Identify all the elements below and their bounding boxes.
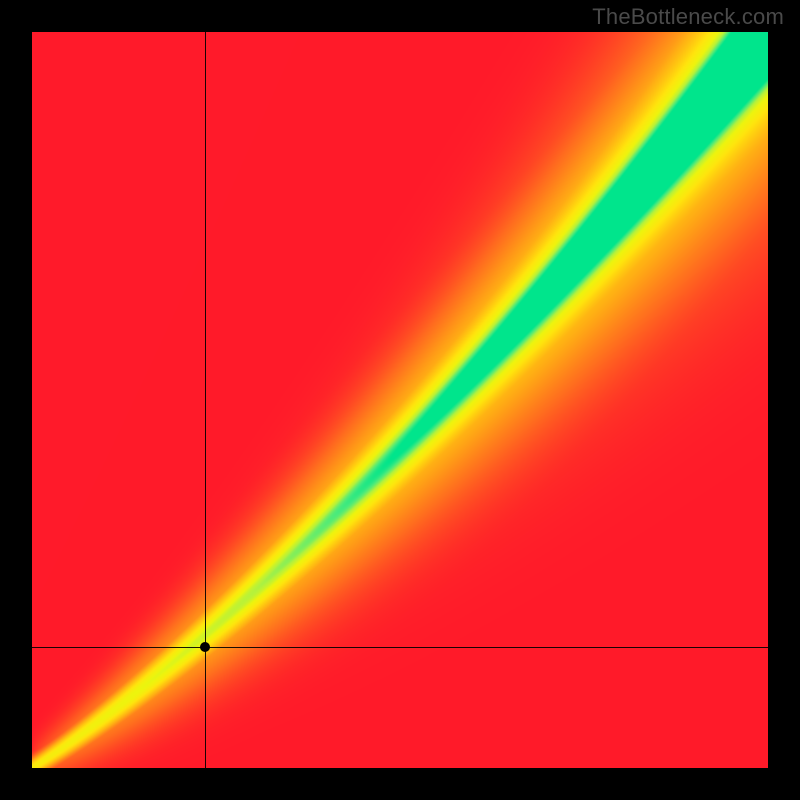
plot-area <box>32 32 768 768</box>
crosshair-horizontal <box>32 647 768 648</box>
bottleneck-heatmap <box>32 32 768 768</box>
chart-container: TheBottleneck.com <box>0 0 800 800</box>
crosshair-vertical <box>205 32 206 768</box>
selection-marker <box>200 642 210 652</box>
watermark-text: TheBottleneck.com <box>592 4 784 30</box>
